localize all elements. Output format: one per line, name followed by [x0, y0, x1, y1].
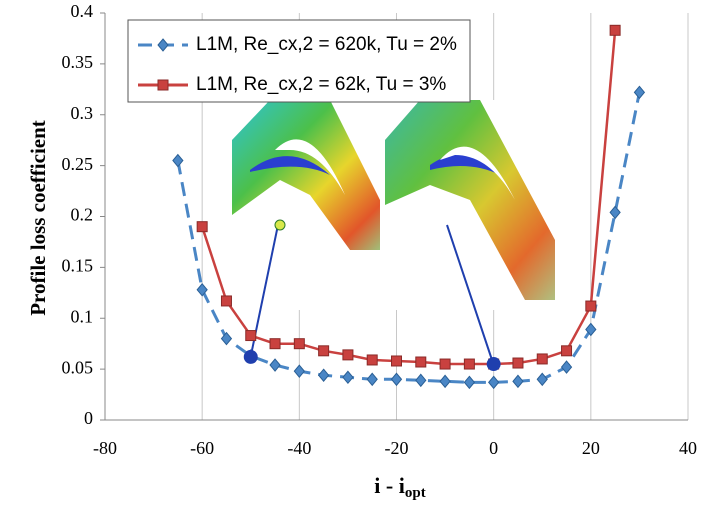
y-tick-label: 0.4	[71, 1, 94, 21]
x-tick-label: -60	[190, 438, 214, 458]
x-axis-label-main: i - i	[374, 473, 405, 498]
data-point	[609, 24, 621, 36]
data-point	[560, 360, 573, 374]
data-point	[293, 364, 305, 378]
data-point	[512, 357, 524, 369]
y-tick-label: 0.2	[71, 205, 94, 225]
legend-marker	[157, 38, 169, 52]
data-point	[585, 300, 597, 312]
data-point	[269, 338, 281, 350]
x-tick-label: 20	[582, 438, 600, 458]
flow-images	[232, 100, 555, 364]
legend-marker	[157, 79, 169, 91]
data-point	[536, 353, 548, 365]
x-tick-label: 0	[489, 438, 498, 458]
blade-detail	[440, 146, 515, 200]
data-point	[585, 322, 597, 337]
data-point	[536, 372, 548, 387]
blade-detail	[250, 156, 330, 175]
y-tick-label: 0.35	[62, 52, 94, 72]
x-axis-label: i - iopt	[374, 473, 425, 501]
data-point	[342, 349, 354, 361]
legend-label: L1M, Re_cx,2 = 62k, Tu = 3%	[196, 74, 446, 95]
data-point	[220, 331, 233, 346]
data-point	[633, 85, 646, 100]
plot	[172, 24, 646, 390]
data-point	[463, 358, 475, 370]
data-point	[439, 374, 451, 389]
data-point	[609, 205, 621, 220]
pointer-line	[446, 224, 494, 364]
data-point	[196, 282, 208, 297]
y-tick-label: 0.3	[71, 103, 94, 123]
data-point	[439, 358, 451, 370]
data-point	[245, 330, 257, 342]
data-point	[415, 373, 427, 388]
data-point	[366, 372, 378, 387]
legend-label: L1M, Re_cx,2 = 620k, Tu = 2%	[196, 34, 457, 55]
y-tick-label: 0.05	[62, 357, 94, 377]
x-tick-label: -20	[385, 438, 409, 458]
y-axis-label: Profile loss coefficient	[26, 120, 50, 316]
data-point	[342, 370, 354, 385]
data-point	[415, 356, 427, 368]
data-point	[317, 368, 330, 383]
blade-detail	[275, 139, 345, 195]
y-tick-label: 0	[84, 408, 93, 428]
blade-image-left	[232, 100, 380, 250]
x-tick-label: 40	[679, 438, 697, 458]
y-tick-label: 0.25	[62, 154, 94, 174]
data-point	[463, 375, 476, 390]
y-tick-label: 0.1	[71, 306, 94, 326]
blade-detail	[430, 154, 500, 175]
data-point	[488, 375, 500, 390]
data-point	[391, 355, 402, 367]
x-tick-label: -40	[287, 438, 311, 458]
data-point	[196, 221, 208, 233]
blade-image-right	[385, 100, 555, 300]
y-tick-label: 0.15	[62, 256, 94, 276]
data-point	[269, 358, 281, 372]
x-axis-label-sub: opt	[405, 485, 426, 501]
data-point	[318, 345, 330, 357]
legend: L1M, Re_cx,2 = 620k, Tu = 2% L1M, Re_cx,2…	[127, 19, 471, 103]
highlight-marker	[243, 349, 258, 364]
data-point	[390, 372, 403, 387]
probe-icon	[274, 219, 286, 231]
data-point	[512, 374, 524, 389]
data-point	[366, 354, 378, 366]
data-point	[561, 345, 573, 357]
data-point	[220, 295, 232, 307]
data-point	[172, 153, 184, 168]
data-point	[293, 338, 305, 350]
highlight-marker	[486, 357, 501, 372]
x-tick-label: -80	[93, 438, 117, 458]
legend-box	[127, 19, 471, 103]
